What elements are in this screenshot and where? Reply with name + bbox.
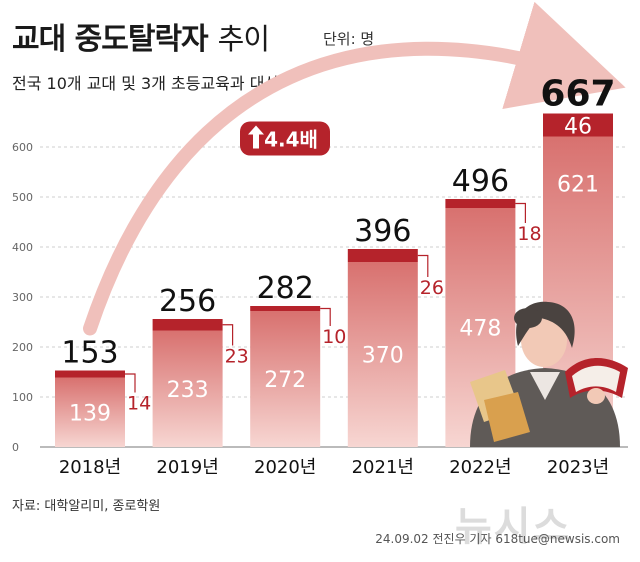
base-value-label: 233: [167, 378, 209, 403]
top-value-label: 14: [127, 393, 151, 415]
growth-badge-label: 4.4배: [264, 128, 318, 152]
bar-top-2023년: [543, 113, 613, 137]
bar-top-2019년: [152, 319, 223, 331]
total-value-label: 496: [452, 164, 509, 199]
watermark-logo: 뉴시스: [455, 504, 572, 550]
growth-badge: [240, 121, 330, 156]
leader-line: [222, 324, 234, 346]
base-value-label: 139: [69, 401, 111, 426]
title-main: 교대 중도탈락자: [12, 22, 209, 57]
credit-line: 24.09.02 전진우 기자 618tue@newsis.com: [375, 532, 620, 546]
teacher-illustration: [470, 301, 628, 447]
x-tick-label: 2018년: [59, 457, 121, 478]
total-value-label: 396: [354, 214, 411, 249]
x-tick-label: 2021년: [352, 457, 414, 478]
growth-arrow: 4.4배: [83, 1, 626, 336]
growth-arrow-curve: [83, 1, 626, 336]
title-suffix: 추이: [217, 22, 270, 56]
y-tick-label: 0: [12, 441, 19, 454]
total-value-label: 282: [257, 271, 314, 306]
x-tick-label: 2022년: [449, 457, 511, 478]
y-tick-label: 200: [12, 341, 33, 354]
bar-top-2022년: [445, 199, 516, 208]
bar-top-2018년: [55, 370, 125, 378]
top-value-label: 46: [564, 115, 592, 140]
x-tick-label: 2023년: [547, 457, 609, 478]
top-value-label: 26: [420, 277, 444, 299]
source-note: 자료: 대학알리미, 종로학원: [12, 499, 161, 514]
total-value-label: 153: [61, 336, 118, 371]
y-tick-label: 100: [12, 391, 33, 404]
top-value-label: 18: [517, 223, 541, 245]
total-value-label: 667: [540, 74, 615, 115]
top-value-label: 23: [225, 346, 249, 368]
bar-top-2021년: [347, 249, 418, 262]
x-tick-label: 2020년: [254, 457, 316, 478]
base-value-label: 621: [557, 173, 599, 198]
base-value-label: 478: [459, 317, 501, 342]
base-value-label: 370: [362, 344, 404, 369]
bar-base-2020년: [250, 311, 321, 447]
chart-labels: 0 100 200 300 400 500 600 139 14 153 2018년 233 23 256…: [12, 74, 616, 479]
bar-base-2018년: [55, 377, 125, 447]
chart-subtitle: 전국 10개 교대 및 3개 초등교육과 대상: [12, 74, 280, 93]
up-arrow-icon: [248, 125, 264, 149]
leader-line: [515, 202, 526, 223]
chart-title: 교대 중도탈락자 추이: [12, 14, 270, 58]
leader-line: [417, 254, 429, 277]
y-tick-label: 500: [12, 191, 33, 204]
bar-base-2019년: [152, 330, 223, 447]
y-tick-label: 600: [12, 141, 33, 154]
total-value-label: 256: [159, 284, 216, 319]
unit-label: 단위: 명: [323, 30, 375, 48]
leader-line: [320, 307, 331, 326]
top-value-label: 10: [322, 326, 346, 348]
x-tick-label: 2019년: [156, 457, 218, 478]
bar-base-2021년: [347, 262, 418, 447]
y-tick-label: 300: [12, 291, 33, 304]
y-tick-label: 400: [12, 241, 33, 254]
leader-line: [125, 373, 136, 393]
base-value-label: 272: [264, 368, 306, 393]
bar-top-2020년: [250, 306, 321, 311]
